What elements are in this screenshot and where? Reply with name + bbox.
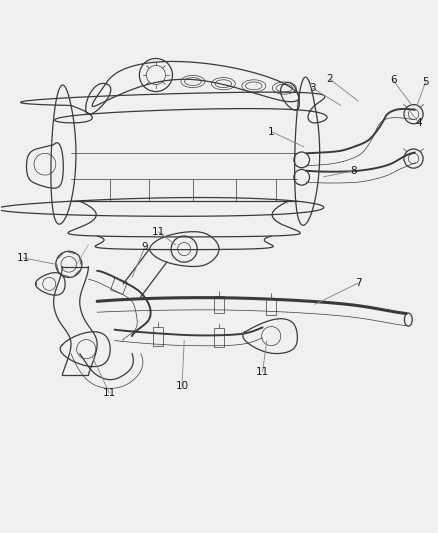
Text: 11: 11 [152,227,165,237]
Text: 6: 6 [390,75,396,85]
Text: 4: 4 [416,118,423,128]
Text: 8: 8 [350,166,357,176]
Text: 9: 9 [142,242,148,252]
Bar [214,296,224,313]
Bar [266,298,276,315]
Bar [153,327,163,346]
Text: 1: 1 [268,126,275,136]
Text: 11: 11 [102,387,116,398]
Text: 5: 5 [422,77,429,86]
Text: 11: 11 [17,253,30,263]
Bar [110,278,127,294]
Bar [214,328,224,348]
Text: 3: 3 [309,83,316,93]
Text: 2: 2 [327,75,333,84]
Text: 7: 7 [355,278,362,288]
Text: 10: 10 [176,381,189,391]
Text: 11: 11 [256,367,269,377]
